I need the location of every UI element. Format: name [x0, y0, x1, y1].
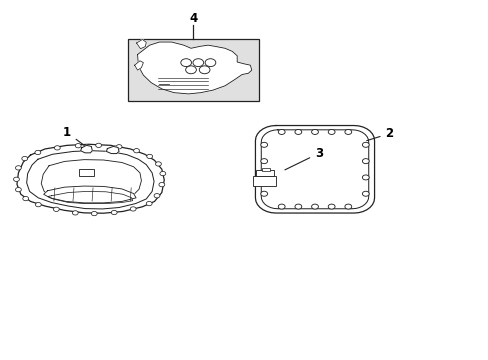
- Circle shape: [185, 66, 196, 74]
- Circle shape: [311, 204, 318, 209]
- Circle shape: [260, 191, 267, 196]
- Circle shape: [154, 194, 160, 198]
- Polygon shape: [134, 61, 143, 70]
- Circle shape: [14, 177, 20, 181]
- Circle shape: [327, 204, 334, 209]
- Text: 2: 2: [366, 127, 393, 141]
- Circle shape: [362, 142, 368, 147]
- Circle shape: [193, 59, 203, 67]
- Bar: [127, 39, 259, 102]
- Circle shape: [146, 202, 152, 206]
- Circle shape: [96, 143, 102, 148]
- Circle shape: [16, 188, 21, 192]
- Circle shape: [311, 130, 318, 134]
- Circle shape: [91, 211, 97, 216]
- Polygon shape: [255, 126, 374, 213]
- Circle shape: [278, 204, 285, 209]
- Circle shape: [130, 207, 136, 211]
- Circle shape: [111, 210, 117, 215]
- Circle shape: [35, 150, 41, 155]
- Circle shape: [72, 211, 78, 215]
- Bar: [262, 168, 269, 171]
- Bar: [252, 176, 276, 186]
- Circle shape: [133, 149, 139, 153]
- Polygon shape: [27, 151, 154, 209]
- Circle shape: [54, 146, 60, 150]
- Polygon shape: [106, 147, 119, 154]
- Polygon shape: [43, 186, 136, 203]
- Circle shape: [260, 175, 267, 180]
- Circle shape: [344, 204, 351, 209]
- Circle shape: [362, 191, 368, 196]
- Circle shape: [260, 142, 267, 147]
- Circle shape: [260, 159, 267, 164]
- Circle shape: [155, 162, 161, 166]
- Circle shape: [294, 130, 301, 134]
- Circle shape: [327, 130, 334, 134]
- Text: 4: 4: [189, 12, 197, 24]
- Circle shape: [146, 154, 152, 158]
- Polygon shape: [261, 130, 368, 209]
- Circle shape: [35, 203, 41, 207]
- Circle shape: [116, 145, 122, 149]
- Circle shape: [75, 144, 81, 148]
- Polygon shape: [17, 144, 164, 213]
- Circle shape: [53, 207, 59, 211]
- Circle shape: [278, 130, 285, 134]
- Circle shape: [199, 66, 209, 74]
- Circle shape: [23, 197, 29, 201]
- Circle shape: [362, 175, 368, 180]
- Polygon shape: [137, 42, 251, 94]
- Circle shape: [159, 183, 164, 187]
- Bar: [255, 170, 274, 176]
- Circle shape: [362, 159, 368, 164]
- Polygon shape: [81, 145, 92, 153]
- Bar: [79, 169, 94, 176]
- Text: 1: 1: [63, 126, 84, 145]
- Circle shape: [22, 157, 28, 161]
- Circle shape: [16, 166, 21, 170]
- Polygon shape: [41, 159, 141, 203]
- Circle shape: [160, 171, 165, 176]
- Circle shape: [204, 59, 215, 67]
- Text: 3: 3: [285, 147, 323, 170]
- Circle shape: [181, 59, 191, 67]
- Circle shape: [344, 130, 351, 134]
- Circle shape: [294, 204, 301, 209]
- Polygon shape: [136, 40, 146, 49]
